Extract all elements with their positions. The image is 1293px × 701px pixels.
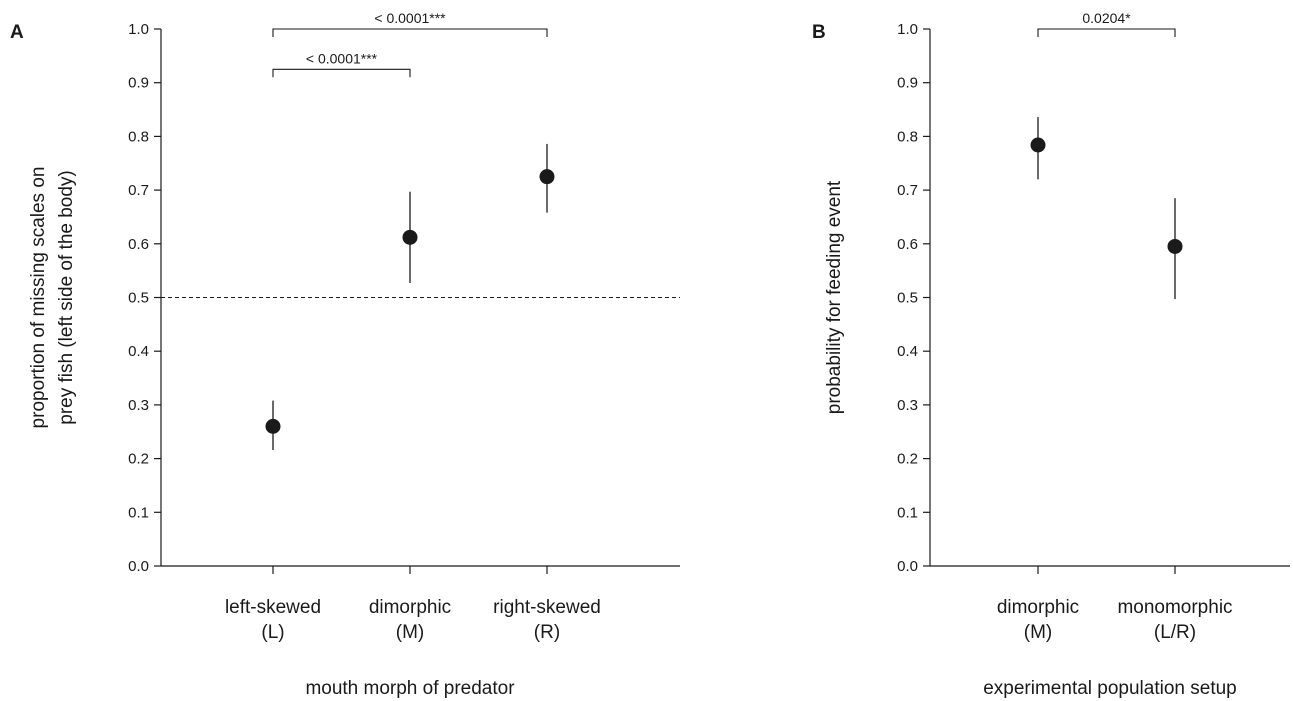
- y-tick-label: 0.7: [897, 182, 918, 199]
- x-category-label: (M): [396, 622, 424, 643]
- significance-label: 0.0204*: [1082, 10, 1131, 26]
- y-tick-label: 0.8: [897, 128, 918, 145]
- x-category-label: dimorphic: [369, 597, 451, 618]
- y-tick-label: 0.7: [128, 182, 149, 199]
- x-category-label: (L): [261, 622, 284, 643]
- y-tick-label: 0.6: [897, 236, 918, 253]
- y-tick-label: 0.9: [128, 75, 149, 92]
- y-axis-title: proportion of missing scales on: [28, 167, 49, 429]
- y-tick-label: 0.2: [897, 451, 918, 468]
- data-point: [1030, 137, 1046, 153]
- data-point: [539, 169, 555, 185]
- y-tick-label: 0.1: [897, 504, 918, 521]
- y-tick-label: 0.0: [128, 558, 149, 575]
- x-category-label: right-skewed: [493, 597, 601, 618]
- x-category-label: monomorphic: [1117, 597, 1232, 618]
- y-tick-label: 0.2: [128, 451, 149, 468]
- y-tick-label: 1.0: [897, 21, 918, 38]
- x-category-label: (R): [534, 622, 560, 643]
- y-axis-title: prey fish (left side of the body): [56, 170, 77, 425]
- y-tick-label: 0.3: [897, 397, 918, 414]
- x-category-label: (L/R): [1154, 622, 1196, 643]
- panel-a: A 0.0 0.1 0.2 0.3 0.4 0.5 0.6 0.7 0.8 0.9 1.0 left-s…: [10, 10, 680, 699]
- significance-bracket: [1037, 28, 1176, 37]
- x-category-label: left-skewed: [225, 597, 321, 618]
- y-tick-label: 0.5: [128, 290, 149, 307]
- data-point: [1167, 238, 1183, 254]
- data-point: [402, 229, 418, 245]
- y-axis-title: probability for feeding event: [824, 180, 845, 414]
- data-point: [265, 418, 281, 434]
- panel-letter: B: [812, 22, 826, 43]
- y-tick-label: 0.3: [128, 397, 149, 414]
- significance-label: < 0.0001***: [306, 50, 378, 66]
- y-tick-label: 0.4: [128, 343, 149, 360]
- x-category-label: dimorphic: [997, 597, 1079, 618]
- significance-label: < 0.0001***: [374, 10, 446, 26]
- significance-bracket: [272, 68, 411, 78]
- y-tick-label: 0.5: [897, 290, 918, 307]
- significance-bracket: [272, 28, 548, 37]
- y-tick-label: 0.4: [897, 343, 918, 360]
- y-tick-label: 0.6: [128, 236, 149, 253]
- x-category-label: (M): [1024, 622, 1052, 643]
- y-tick-label: 0.0: [897, 558, 918, 575]
- x-axis-title: mouth morph of predator: [305, 678, 515, 699]
- panel-letter: A: [10, 22, 24, 43]
- y-tick-label: 1.0: [128, 21, 149, 38]
- y-tick-label: 0.9: [897, 75, 918, 92]
- y-tick-label: 0.8: [128, 128, 149, 145]
- panel-b: B 0.0 0.1 0.2 0.3 0.4 0.5 0.6 0.7 0.8 0.9 1.0 dimorp…: [812, 10, 1290, 699]
- y-tick-label: 0.1: [128, 504, 149, 521]
- x-axis-title: experimental population setup: [983, 678, 1237, 699]
